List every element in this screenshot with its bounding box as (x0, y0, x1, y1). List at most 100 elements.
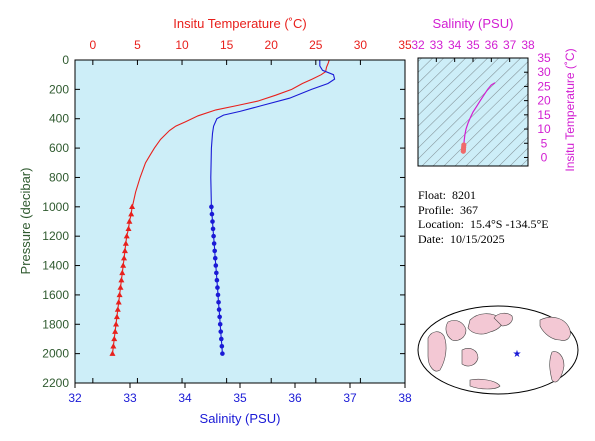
temperature-point (111, 335, 118, 342)
pressure-tick-label: 1000 (42, 200, 69, 214)
salinity-point (220, 351, 225, 356)
inset-x-tick-label: 37 (503, 38, 517, 52)
inset-y-tick-label: 0 (541, 150, 548, 164)
temperature-tick-label: 25 (309, 38, 323, 52)
temperature-tick-label: 10 (175, 38, 189, 52)
salinity-point (212, 248, 217, 254)
float-value: 8201 (452, 188, 477, 202)
salinity-point (216, 307, 222, 312)
pressure-tick-label: 1800 (42, 317, 69, 331)
salinity-tick-label: 35 (233, 391, 247, 405)
density-contour (520, 158, 528, 166)
inset-y-tick-label: 5 (541, 136, 548, 150)
inset-top-axis-title: Salinity (PSU) (433, 16, 514, 31)
temperature-tick-label: 5 (134, 38, 141, 52)
temperature-tick-label: 0 (89, 38, 96, 52)
salinity-point (213, 263, 219, 268)
pressure-tick-label: 0 (62, 53, 69, 67)
continent (445, 320, 467, 341)
pressure-tick-label: 800 (49, 170, 69, 184)
salinity-point (214, 270, 219, 276)
temperature-tick-label: 35 (398, 38, 412, 52)
salinity-point (214, 277, 220, 283)
density-contour (421, 61, 528, 166)
main-profile-chart: 0 5 10 15 20 25 30 35 32 33 34 35 36 37 38 0 200 400 600… (18, 16, 412, 426)
map-land (427, 312, 571, 390)
inset-y-tick-label: 15 (537, 108, 551, 122)
salinity-tick-label: 36 (288, 391, 302, 405)
salinity-tick-label: 32 (68, 391, 82, 405)
inset-x-tick-label: 32 (411, 38, 425, 52)
continent (427, 331, 447, 372)
salinity-point (219, 336, 224, 342)
pressure-tick-label: 400 (49, 112, 69, 126)
continent (549, 351, 565, 383)
density-contour (418, 58, 445, 84)
density-contour (418, 58, 489, 127)
salinity-point (209, 211, 215, 217)
density-contour (418, 58, 456, 95)
salinity-point (211, 241, 217, 246)
temperature-point (129, 203, 136, 210)
density-contour (487, 125, 528, 166)
density-contour (454, 93, 528, 166)
temperature-point (121, 247, 128, 254)
density-contour (476, 115, 528, 166)
salinity-point (217, 314, 222, 320)
salinity-point (211, 233, 216, 239)
density-contour (432, 71, 528, 166)
density-contour (498, 136, 528, 166)
density-contour (418, 58, 478, 116)
date-row: Date: 10/15/2025 (418, 232, 588, 247)
salinity-point (210, 226, 216, 232)
salinity-point (218, 329, 224, 334)
salinity-tick-label: 38 (398, 391, 412, 405)
density-contour (418, 58, 434, 73)
density-contour (418, 58, 522, 160)
salinity-point (215, 292, 221, 298)
pressure-tick-label: 2200 (42, 376, 69, 390)
inset-y-tick-label: 20 (537, 94, 551, 108)
world-map: ★ (417, 305, 579, 395)
temperature-point (121, 255, 128, 261)
inset-x-tick-label: 36 (485, 38, 499, 52)
temperature-point (118, 277, 125, 283)
continent (493, 312, 513, 327)
density-contour (443, 82, 528, 166)
inset-y-tick-label: 35 (537, 51, 551, 65)
salinity-point (216, 299, 221, 305)
continent (467, 313, 503, 335)
left-axis-title: Pressure (decibar) (18, 168, 33, 275)
temperature-point (110, 343, 117, 349)
bottom-axis-title: Salinity (PSU) (200, 411, 281, 426)
continent (461, 348, 479, 367)
salinity-point (212, 255, 218, 261)
density-contour (465, 104, 528, 166)
density-contour (509, 147, 528, 166)
temperature-tick-label: 30 (354, 38, 368, 52)
profile-label: Profile: (418, 202, 454, 217)
salinity-point (219, 343, 225, 349)
temperature-point (113, 313, 120, 320)
salinity-tick-label: 37 (343, 391, 357, 405)
pressure-tick-label: 600 (49, 141, 69, 155)
salinity-point (210, 219, 215, 224)
date-value: 10/15/2025 (450, 231, 505, 246)
temperature-point (117, 284, 124, 290)
temperature-point (122, 240, 129, 246)
pressure-tick-label: 1400 (42, 259, 69, 273)
inset-x-tick-label: 35 (466, 38, 480, 52)
temperature-point (114, 306, 121, 312)
salinity-point (215, 285, 220, 290)
ts-deep-point (461, 142, 467, 148)
salinity-point (217, 321, 223, 327)
temperature-point (125, 225, 132, 232)
temperature-point (126, 218, 133, 224)
temperature-point (115, 299, 122, 305)
inset-y-tick-label: 10 (537, 122, 551, 136)
profile-value: 367 (460, 202, 478, 217)
temperature-tick-label: 15 (220, 38, 234, 52)
location-row: Location: 15.4°S -134.5°E (418, 217, 588, 232)
inset-x-tick-label: 34 (448, 38, 462, 52)
